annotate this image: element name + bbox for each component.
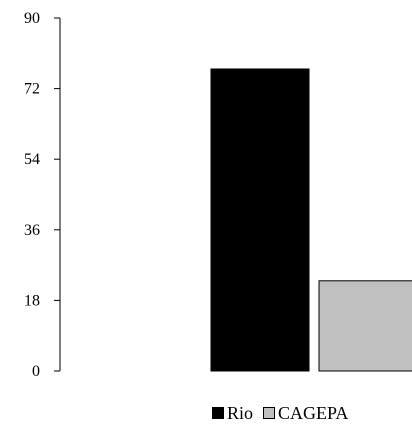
y-tick-label: 72 — [24, 81, 40, 98]
legend-label-rio: Rio — [227, 402, 254, 423]
y-tick-label: 54 — [24, 151, 40, 168]
y-tick-label: 18 — [24, 292, 40, 309]
legend-label-cagepa: CAGEPA — [278, 402, 349, 423]
legend-item-cagepa: CAGEPA — [263, 403, 348, 424]
y-tick-label: 36 — [24, 222, 40, 239]
legend-item-rio: Rio — [212, 403, 253, 424]
legend-swatch-cagepa — [263, 407, 276, 419]
bar-cagepa — [318, 280, 412, 372]
y-axis: 0 18 36 54 72 90 — [24, 10, 61, 380]
y-tick-label: 90 — [24, 10, 40, 27]
chart-legend: Rio CAGEPA — [212, 401, 348, 425]
y-tick-label: 0 — [32, 363, 40, 380]
bars — [210, 68, 412, 372]
legend-swatch-rio — [212, 407, 224, 419]
bar-rio — [210, 68, 310, 372]
